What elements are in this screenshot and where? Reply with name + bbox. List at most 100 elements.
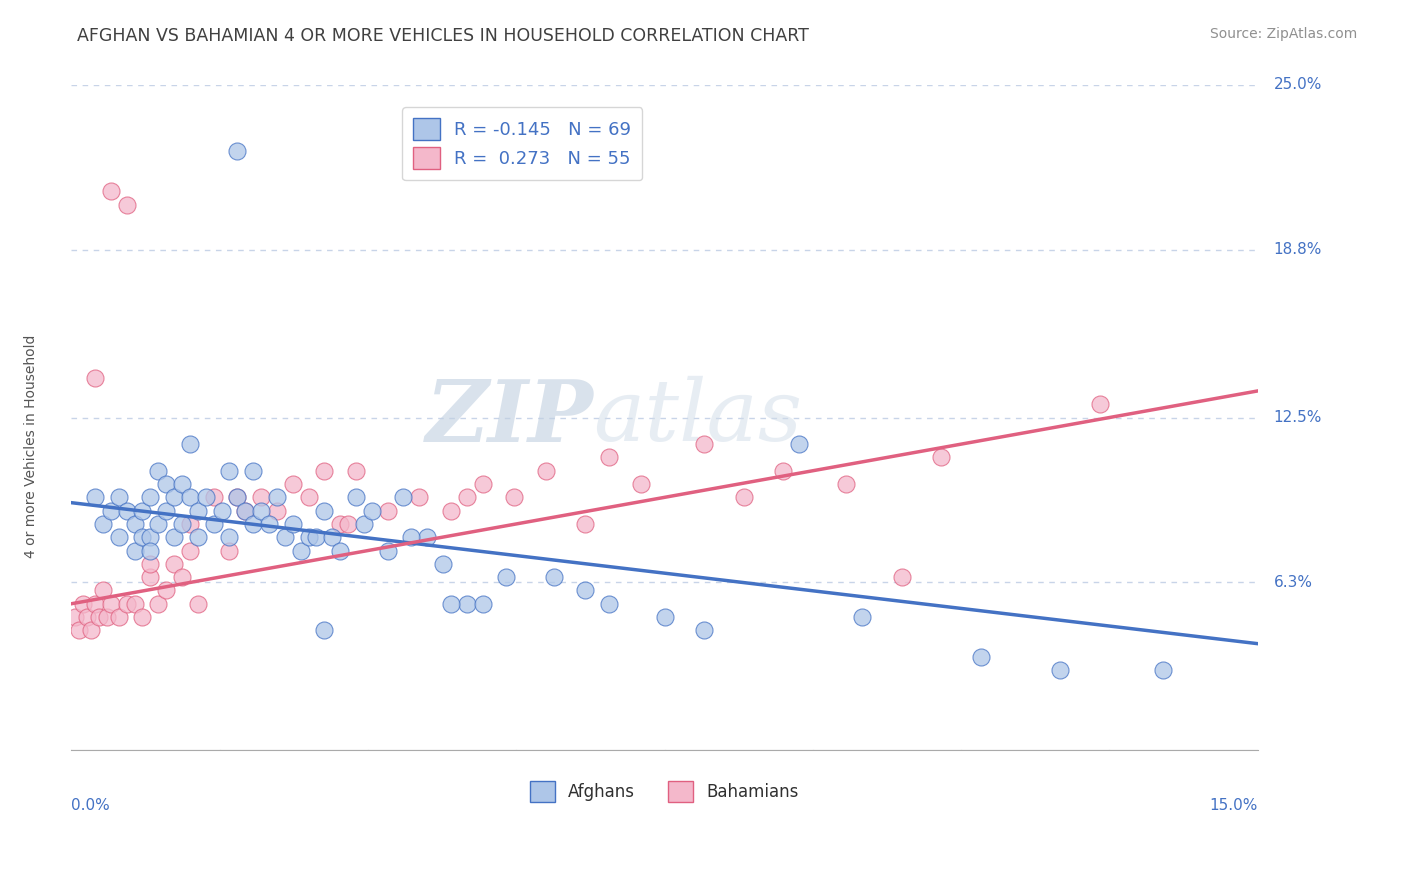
Text: atlas: atlas	[593, 376, 803, 458]
Point	[1152, 663, 1174, 677]
Point	[297, 530, 319, 544]
Point	[456, 491, 478, 505]
Point	[598, 450, 620, 465]
Text: Source: ZipAtlas.com: Source: ZipAtlas.com	[1209, 27, 1357, 41]
Point	[124, 543, 146, 558]
Point	[630, 477, 652, 491]
Text: AFGHAN VS BAHAMIAN 4 OR MORE VEHICLES IN HOUSEHOLD CORRELATION CHART: AFGHAN VS BAHAMIAN 4 OR MORE VEHICLES IN…	[77, 27, 810, 45]
Point	[139, 557, 162, 571]
Point	[693, 437, 716, 451]
Point	[170, 516, 193, 531]
Point	[543, 570, 565, 584]
Point	[84, 370, 107, 384]
Point	[337, 516, 360, 531]
Point	[534, 464, 557, 478]
Point	[218, 530, 240, 544]
Point	[242, 516, 264, 531]
Point	[211, 503, 233, 517]
Point	[281, 477, 304, 491]
Point	[80, 624, 103, 638]
Point	[187, 530, 209, 544]
Point	[456, 597, 478, 611]
Point	[100, 597, 122, 611]
Point	[163, 557, 186, 571]
Point	[890, 570, 912, 584]
Point	[377, 503, 399, 517]
Text: 4 or more Vehicles in Household: 4 or more Vehicles in Household	[24, 334, 38, 558]
Point	[233, 503, 256, 517]
Point	[353, 516, 375, 531]
Text: 6.3%: 6.3%	[1274, 575, 1313, 590]
Point	[131, 610, 153, 624]
Legend: Afghans, Bahamians: Afghans, Bahamians	[523, 774, 806, 808]
Point	[266, 491, 288, 505]
Point	[155, 583, 177, 598]
Point	[314, 503, 336, 517]
Point	[148, 597, 170, 611]
Point	[377, 543, 399, 558]
Point	[242, 464, 264, 478]
Point	[432, 557, 454, 571]
Point	[471, 477, 494, 491]
Point	[314, 624, 336, 638]
Point	[321, 530, 343, 544]
Point	[344, 464, 367, 478]
Point	[305, 530, 328, 544]
Point	[170, 477, 193, 491]
Point	[155, 477, 177, 491]
Point	[124, 516, 146, 531]
Point	[67, 624, 90, 638]
Point	[314, 464, 336, 478]
Point	[148, 516, 170, 531]
Point	[233, 503, 256, 517]
Point	[131, 503, 153, 517]
Point	[218, 543, 240, 558]
Point	[179, 543, 201, 558]
Point	[440, 597, 463, 611]
Point	[139, 570, 162, 584]
Text: 25.0%: 25.0%	[1274, 78, 1322, 93]
Point	[139, 491, 162, 505]
Point	[290, 543, 312, 558]
Point	[266, 503, 288, 517]
Point	[401, 530, 423, 544]
Point	[115, 597, 138, 611]
Point	[733, 491, 755, 505]
Point	[970, 650, 993, 665]
Point	[226, 145, 249, 159]
Point	[574, 583, 596, 598]
Point	[851, 610, 873, 624]
Point	[96, 610, 118, 624]
Point	[163, 491, 186, 505]
Point	[187, 597, 209, 611]
Point	[835, 477, 858, 491]
Point	[107, 610, 129, 624]
Point	[226, 491, 249, 505]
Point	[329, 516, 352, 531]
Point	[187, 503, 209, 517]
Point	[360, 503, 382, 517]
Point	[148, 464, 170, 478]
Point	[329, 543, 352, 558]
Point	[202, 491, 225, 505]
Point	[84, 597, 107, 611]
Point	[107, 491, 129, 505]
Point	[297, 491, 319, 505]
Point	[131, 530, 153, 544]
Text: 12.5%: 12.5%	[1274, 410, 1322, 425]
Point	[107, 530, 129, 544]
Point	[179, 516, 201, 531]
Point	[408, 491, 430, 505]
Point	[100, 503, 122, 517]
Point	[179, 491, 201, 505]
Point	[115, 503, 138, 517]
Point	[1088, 397, 1111, 411]
Text: ZIP: ZIP	[426, 376, 593, 459]
Point	[155, 503, 177, 517]
Point	[84, 491, 107, 505]
Point	[787, 437, 810, 451]
Point	[931, 450, 953, 465]
Point	[124, 597, 146, 611]
Point	[598, 597, 620, 611]
Point	[1049, 663, 1071, 677]
